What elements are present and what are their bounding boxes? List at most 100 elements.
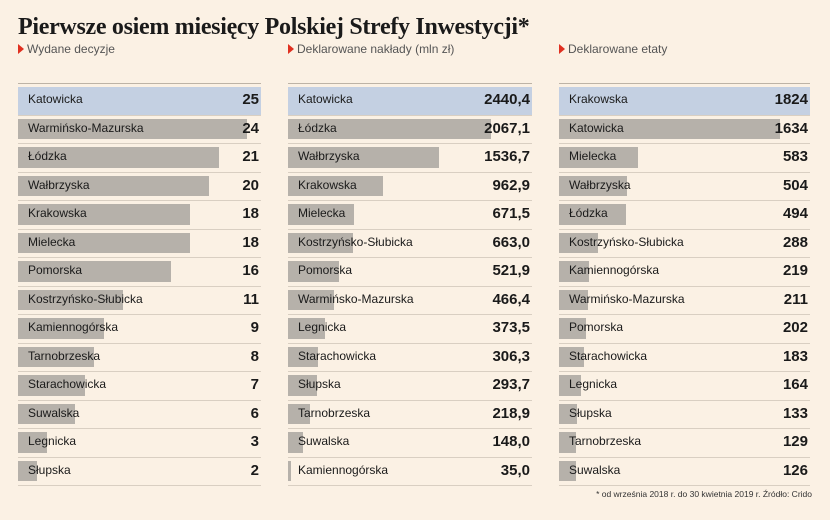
bar-row: Warmińsko-Mazurska 211 [559, 287, 810, 315]
value-label: 6 [250, 404, 259, 422]
bar [288, 346, 319, 367]
bar-row: Kamiennogórska 219 [559, 258, 810, 287]
value-label: 20 [242, 176, 259, 194]
bar-rows: Katowicka 25 Warmińsko-Mazurska 24 Łódzka 21 W… [18, 87, 261, 486]
bar-row: Łódzka 494 [559, 201, 810, 230]
bar [18, 118, 248, 139]
category-label: Słupska [28, 462, 71, 477]
panel-wydane-decyzje: Wydane decyzje Katowicka 25 Warmińsko-Mazu… [18, 40, 261, 486]
bar-row: Tarnobrzeska 8 [18, 344, 261, 372]
bar-row: Kamiennogórska 35,0 [288, 458, 532, 486]
header-rule [559, 83, 810, 84]
value-label: 35,0 [500, 461, 530, 479]
bar [18, 403, 76, 424]
bar-row: Mielecka 18 [18, 230, 261, 258]
bar-row: Słupska 293,7 [288, 372, 532, 401]
category-label: Suwalska [28, 405, 80, 420]
value-label: 373,5 [492, 319, 530, 336]
bar-row: Suwalska 6 [18, 401, 261, 429]
value-label: 663,0 [492, 233, 530, 251]
value-label: 2440,4 [484, 91, 530, 108]
bar-row: Warmińsko-Mazurska 466,4 [288, 287, 532, 315]
bar-row: Mielecka 583 [559, 144, 810, 173]
bar-row: Wałbrzyska 20 [18, 173, 261, 201]
bar [288, 118, 492, 139]
category-label: Katowicka [298, 92, 353, 106]
bar [559, 175, 628, 196]
panel-title: Wydane decyzje [27, 42, 115, 56]
bar [559, 261, 589, 282]
value-label: 9 [250, 319, 259, 336]
bar-row: Legnicka 373,5 [288, 315, 532, 344]
panel-header: Deklarowane nakłady (mln zł) [288, 40, 532, 58]
value-label: 211 [783, 290, 808, 308]
value-label: 129 [782, 433, 808, 450]
category-label: Suwalska [569, 462, 621, 477]
bar-row: Pomorska 521,9 [288, 258, 532, 287]
bar-row: Kostrzyńsko-Słubicka 11 [18, 287, 261, 315]
value-label: 583 [782, 148, 808, 165]
category-label: Warmińsko-Mazurska [569, 291, 685, 306]
bar-row: Słupska 2 [18, 458, 261, 486]
value-label: 133 [782, 404, 808, 422]
bar-row: Mielecka 671,5 [288, 201, 532, 230]
bar-row: Starachowicka 306,3 [288, 344, 532, 372]
bar [18, 318, 105, 339]
value-label: 3 [250, 433, 259, 450]
category-label: Katowicka [569, 120, 624, 135]
value-label: 504 [782, 176, 808, 194]
category-label: Starachowicka [569, 348, 648, 363]
bar-row: Katowicka 1634 [559, 116, 810, 144]
bar [559, 204, 626, 225]
category-label: Pomorska [298, 263, 353, 277]
bar-row: Słupska 133 [559, 401, 810, 429]
category-label: Starachowicka [298, 348, 377, 363]
bar [559, 346, 584, 367]
source-footnote: * od września 2018 r. do 30 kwietnia 201… [596, 489, 812, 499]
panel-header: Deklarowane etaty [559, 40, 810, 58]
value-label: 16 [242, 262, 259, 279]
bar-rows: Katowicka 2440,4 Łódzka 2067,1 Wałbrzyska 153… [288, 87, 532, 486]
bar-row: Krakowska 962,9 [288, 173, 532, 201]
triangle-marker-icon [18, 44, 24, 54]
bar [18, 175, 210, 196]
bar-row: Pomorska 202 [559, 315, 810, 344]
bar [18, 147, 219, 168]
bar [18, 460, 38, 481]
value-label: 148,0 [492, 433, 530, 450]
bar-row: Łódzka 21 [18, 144, 261, 173]
bar-row: Wałbrzyska 1536,7 [288, 144, 532, 173]
bar [288, 432, 303, 453]
bar-row: Katowicka 25 [18, 87, 261, 116]
value-label: 288 [782, 233, 808, 251]
bar [288, 147, 440, 168]
bar-row: Suwalska 126 [559, 458, 810, 486]
bar-row: Kamiennogórska 9 [18, 315, 261, 344]
value-label: 218,9 [492, 404, 530, 422]
category-label: Starachowicka [28, 377, 107, 391]
category-label: Warmińsko-Mazurska [28, 120, 144, 135]
value-label: 183 [782, 347, 808, 365]
category-label: Pomorska [569, 320, 624, 334]
category-label: Łódzka [298, 120, 337, 135]
value-label: 18 [242, 205, 259, 222]
bar-row: Tarnobrzeska 218,9 [288, 401, 532, 429]
category-label: Kamiennogórska [298, 462, 389, 477]
value-label: 202 [782, 319, 808, 336]
category-label: Mielecka [569, 149, 617, 163]
category-label: Mielecka [298, 206, 346, 220]
bar [559, 460, 577, 481]
value-label: 1634 [774, 119, 808, 137]
value-label: 962,9 [492, 176, 530, 194]
value-label: 7 [250, 376, 259, 393]
value-label: 306,3 [492, 347, 530, 365]
value-label: 219 [782, 262, 808, 279]
bar [559, 118, 781, 139]
category-label: Tarnobrzeska [28, 348, 101, 363]
bar [288, 460, 292, 481]
bar [288, 261, 340, 282]
bar [559, 432, 577, 453]
panel-title: Deklarowane etaty [568, 42, 668, 56]
value-label: 1536,7 [484, 148, 530, 165]
value-label: 164 [782, 376, 808, 393]
